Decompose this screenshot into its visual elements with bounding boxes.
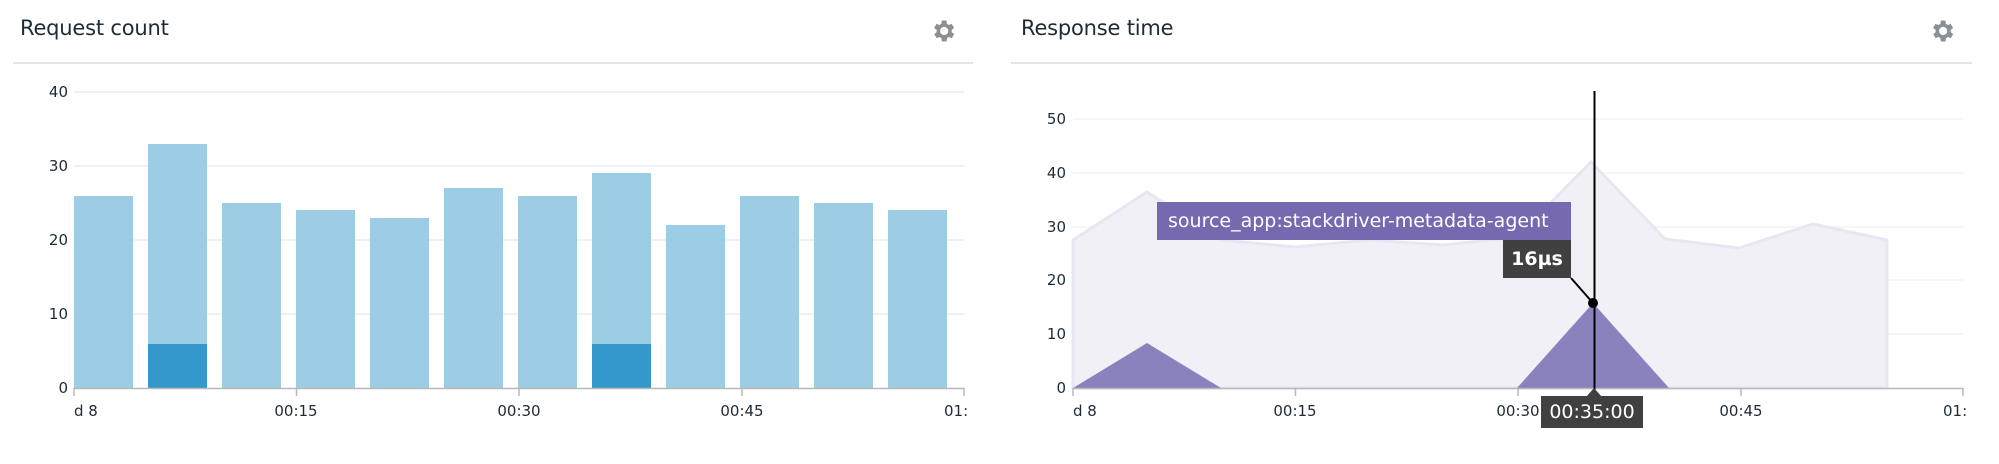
bar (222, 203, 281, 388)
svg-text:10: 10 (1047, 325, 1066, 343)
bar (740, 196, 799, 388)
x-axis-labels: d 8 00:15 00:30 00:45 01: (1073, 402, 1967, 420)
hover-point (1588, 298, 1598, 308)
tooltip-timestamp: 00:35:00 (1541, 396, 1643, 428)
bar-highlight (592, 344, 651, 388)
bar-highlight (148, 344, 207, 388)
svg-text:30: 30 (1047, 218, 1066, 236)
series-area[interactable] (1073, 343, 1221, 388)
request-count-chart: 40 30 20 10 0 (49, 83, 968, 420)
tooltip-value: 16µs (1503, 240, 1571, 278)
panel-title: Request count (20, 16, 169, 40)
timestamp-pointer (1586, 388, 1602, 397)
x-axis (1072, 387, 1964, 396)
bars[interactable] (74, 144, 947, 388)
svg-text:00:45: 00:45 (1719, 402, 1762, 420)
x-axis-labels: d 8 00:15 00:30 00:45 01: (74, 402, 968, 420)
svg-text:d 8: d 8 (74, 402, 98, 420)
svg-text:0: 0 (58, 379, 68, 397)
svg-text:30: 30 (49, 157, 68, 175)
bar (444, 188, 503, 388)
x-axis (73, 387, 965, 396)
svg-text:50: 50 (1047, 110, 1066, 128)
svg-text:01:: 01: (1943, 402, 1967, 420)
y-axis-labels: 40 30 20 10 0 (49, 83, 68, 397)
svg-text:10: 10 (49, 305, 68, 323)
bar (888, 210, 947, 388)
panel-header-divider (1011, 62, 1972, 64)
background-area (1071, 160, 1889, 390)
request-count-panel: Request count 40 30 20 10 0 (0, 0, 990, 464)
tooltip-series-label: source_app:stackdriver-metadata-agent (1157, 202, 1571, 240)
gear-icon[interactable] (929, 17, 957, 45)
panel-header-divider (13, 62, 973, 64)
bar (518, 196, 577, 388)
svg-text:d 8: d 8 (1073, 402, 1097, 420)
gear-icon[interactable] (1928, 17, 1956, 45)
svg-text:00:45: 00:45 (720, 402, 763, 420)
bar (814, 203, 873, 388)
svg-text:00:30: 00:30 (497, 402, 540, 420)
panel-title: Response time (1021, 16, 1174, 40)
y-axis-labels: 50 40 30 20 10 0 (1047, 110, 1066, 397)
svg-text:0: 0 (1056, 379, 1066, 397)
tooltip-leader-line (1570, 277, 1594, 304)
bar (370, 218, 429, 388)
svg-text:20: 20 (49, 231, 68, 249)
svg-text:00:15: 00:15 (274, 402, 317, 420)
bar (666, 225, 725, 388)
svg-text:40: 40 (49, 83, 68, 101)
series-area[interactable] (1517, 303, 1669, 388)
svg-text:20: 20 (1047, 271, 1066, 289)
svg-text:40: 40 (1047, 164, 1066, 182)
svg-text:00:15: 00:15 (1273, 402, 1316, 420)
bar (74, 196, 133, 388)
bar (296, 210, 355, 388)
svg-text:01:: 01: (944, 402, 968, 420)
svg-text:00:30: 00:30 (1496, 402, 1539, 420)
